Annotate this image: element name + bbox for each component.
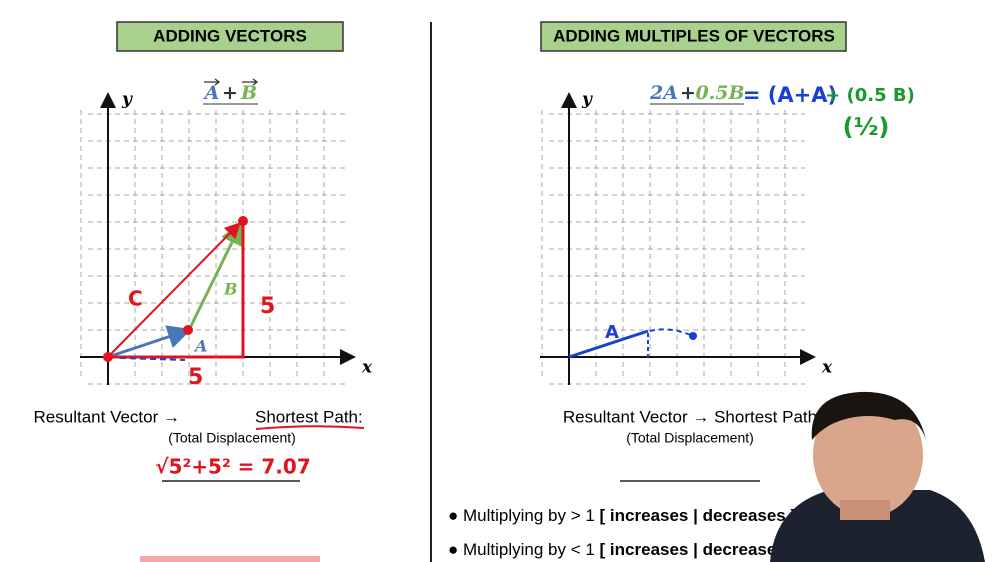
vector-a bbox=[107, 325, 192, 359]
dash bbox=[119, 357, 186, 361]
formula-b: 0.5B bbox=[695, 82, 744, 104]
formula-plus: + bbox=[680, 82, 696, 104]
bullet-text: ● Multiplying by < 1 bbox=[448, 540, 595, 559]
shortest-path: Shortest Path: bbox=[255, 407, 363, 426]
x-label: x bbox=[821, 358, 833, 378]
formula-b: B bbox=[240, 82, 257, 104]
label-c: C bbox=[128, 287, 143, 311]
x-label: x bbox=[361, 358, 373, 378]
formula-a: A bbox=[203, 82, 220, 104]
vector-arrows bbox=[204, 78, 259, 86]
displacement: (Total Displacement) bbox=[626, 430, 754, 446]
box bbox=[140, 556, 320, 562]
resultant: Resultant Vector → bbox=[34, 407, 180, 426]
vector-a bbox=[568, 329, 649, 359]
bullet-choice: [ increases | decreases ] bbox=[600, 540, 797, 559]
dot bbox=[183, 325, 193, 335]
bullet: ● Multiplying by < 1 [ increases | decre… bbox=[448, 540, 796, 559]
dot bbox=[689, 332, 697, 340]
label-b: B bbox=[223, 280, 238, 299]
label-a: A bbox=[605, 322, 619, 343]
title-box bbox=[540, 21, 847, 52]
handwritten: = (A+A) bbox=[743, 83, 837, 107]
bullet-text: ● Multiplying by > 1 bbox=[448, 506, 595, 525]
presenter bbox=[770, 391, 985, 562]
dot bbox=[103, 352, 113, 362]
vector-b bbox=[187, 220, 243, 331]
label-a: A bbox=[193, 337, 207, 356]
formula-a: 2A bbox=[649, 82, 678, 104]
title-box bbox=[116, 21, 344, 52]
y-label: y bbox=[581, 90, 593, 110]
underline bbox=[255, 425, 365, 430]
title: ADDING MULTIPLES OF VECTORS bbox=[553, 26, 835, 45]
label-side: 5 bbox=[188, 365, 203, 390]
vector-c bbox=[107, 222, 241, 358]
formula-plus: + bbox=[222, 82, 238, 104]
resultant: Resultant Vector → Shortest Path bbox=[563, 407, 817, 426]
label-side: 5 bbox=[260, 294, 275, 319]
bullet-choice: [ increases | decreases ] bbox=[600, 506, 797, 525]
calculation: √5²+5² = 7.07 bbox=[155, 455, 310, 479]
handwritten: + (0.5 B) bbox=[825, 85, 915, 106]
handwritten: (½) bbox=[843, 113, 890, 141]
title: ADDING VECTORS bbox=[153, 26, 307, 45]
dot bbox=[238, 216, 248, 226]
dash bbox=[649, 328, 694, 337]
sides bbox=[108, 221, 245, 359]
bullet: ● Multiplying by > 1 [ increases | decre… bbox=[448, 506, 796, 525]
y-label: y bbox=[121, 90, 133, 110]
grid bbox=[541, 110, 805, 385]
displacement: (Total Displacement) bbox=[168, 430, 296, 446]
